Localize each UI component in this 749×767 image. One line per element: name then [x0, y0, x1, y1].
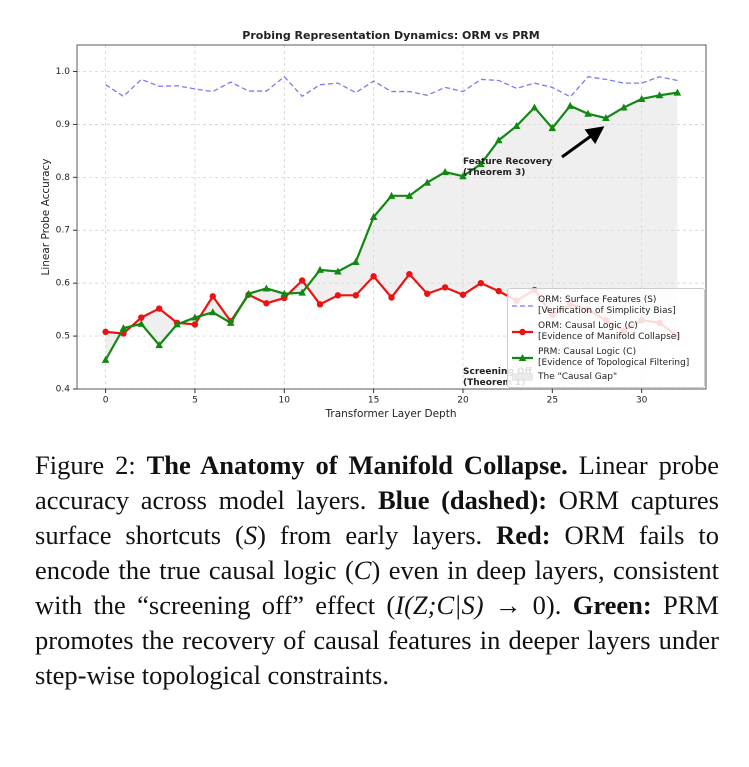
point	[477, 279, 485, 287]
point	[316, 265, 324, 273]
point	[263, 300, 270, 307]
point	[459, 172, 467, 180]
y-tick-label: 0.6	[56, 279, 71, 289]
point	[155, 341, 163, 349]
figure-caption: Figure 2: The Anatomy of Manifold Collap…	[35, 448, 719, 693]
chart-title: Probing Representation Dynamics: ORM vs …	[242, 29, 539, 42]
point	[637, 94, 646, 102]
caption-text: ) even in deep layers, consistent with t…	[35, 555, 719, 620]
point	[602, 114, 610, 122]
caption-text: Green:	[572, 590, 652, 620]
caption-text: Red:	[496, 520, 551, 550]
caption-text: ORM fails to encode the true causal logi…	[35, 520, 719, 585]
point	[316, 301, 324, 308]
point	[352, 292, 359, 299]
point	[459, 291, 467, 298]
point	[369, 213, 378, 220]
point	[191, 321, 199, 328]
point	[441, 168, 449, 176]
caption-text: Figure 2:	[35, 450, 147, 480]
point	[424, 290, 431, 297]
x-tick-label: 15	[368, 396, 379, 406]
point	[137, 319, 146, 327]
x-tick-label: 25	[547, 396, 558, 406]
causal-gap-area	[105, 92, 678, 360]
point	[620, 103, 628, 111]
caption-text: Linear probe accuracy across model layer…	[35, 450, 719, 515]
point	[334, 267, 342, 275]
x-tick-label: 10	[279, 396, 291, 406]
point	[477, 160, 485, 168]
point	[298, 288, 306, 296]
point	[673, 88, 682, 96]
point	[655, 91, 664, 99]
series-line	[105, 75, 678, 98]
annotation: Feature Recovery (Theorem 3)	[463, 157, 553, 178]
point	[566, 101, 574, 109]
point	[351, 257, 360, 265]
legend: ORM: Surface Features (S) [Verification …	[507, 288, 705, 388]
point	[548, 124, 557, 132]
point	[584, 109, 592, 117]
legend-keys	[512, 305, 533, 381]
legend-key	[512, 373, 533, 381]
y-tick-label: 0.5	[56, 332, 70, 342]
y-tick-label: 0.4	[56, 385, 71, 395]
point	[388, 294, 395, 301]
x-tick-label: 5	[192, 396, 198, 406]
point	[387, 191, 396, 199]
caption-text: ORM captures surface shortcuts (	[35, 485, 719, 550]
point	[209, 293, 217, 300]
point	[530, 103, 539, 111]
x-axis-label: Transformer Layer Depth	[325, 408, 457, 420]
point	[423, 178, 432, 186]
point	[226, 318, 235, 326]
point	[406, 270, 413, 278]
point	[405, 191, 414, 199]
y-tick-label: 1.0	[56, 67, 71, 77]
point	[102, 328, 109, 336]
point	[280, 289, 289, 297]
point	[262, 284, 271, 292]
y-tick-label: 0.7	[56, 226, 70, 236]
caption-text: PRM promotes the recovery of causal feat…	[35, 590, 719, 690]
caption-text: Blue (dashed):	[377, 485, 548, 515]
caption-text: → 0).	[483, 590, 573, 620]
point	[173, 320, 181, 328]
annotation-arrow	[561, 126, 605, 159]
point	[155, 305, 163, 312]
point	[495, 287, 502, 295]
point	[298, 277, 306, 284]
legend-marker	[519, 328, 526, 336]
caption-text: C	[353, 555, 372, 585]
legend-label: ORM: Surface Features (S) [Verification …	[538, 295, 676, 316]
point	[209, 308, 217, 316]
point	[119, 324, 128, 332]
point	[441, 284, 449, 291]
legend-label: PRM: Causal Logic (C) [Evidence of Topol…	[538, 347, 690, 368]
point	[494, 136, 503, 144]
legend-label: The "Causal Gap"	[538, 372, 618, 382]
x-tick-label: 0	[103, 396, 109, 406]
point	[244, 289, 253, 297]
x-tick-label: 30	[636, 396, 648, 406]
legend-marker	[518, 354, 527, 361]
point	[101, 355, 110, 363]
caption-text: S	[243, 520, 258, 550]
point	[512, 121, 521, 129]
caption-text: The Anatomy of Manifold Collapse.	[146, 450, 568, 480]
y-tick-label: 0.8	[56, 173, 71, 183]
plot-frame	[76, 44, 707, 390]
caption-text: I(Z;C|S)	[395, 590, 484, 620]
legend-label: ORM: Causal Logic (C) [Evidence of Manif…	[538, 321, 680, 342]
point	[191, 313, 199, 321]
point	[370, 273, 377, 280]
y-tick-label: 0.9	[56, 120, 71, 130]
x-tick-label: 20	[457, 396, 469, 406]
y-axis-label: Linear Probe Accuracy	[40, 158, 52, 275]
point	[334, 292, 342, 299]
point	[138, 314, 145, 321]
caption-text: ) from early layers.	[257, 520, 497, 550]
